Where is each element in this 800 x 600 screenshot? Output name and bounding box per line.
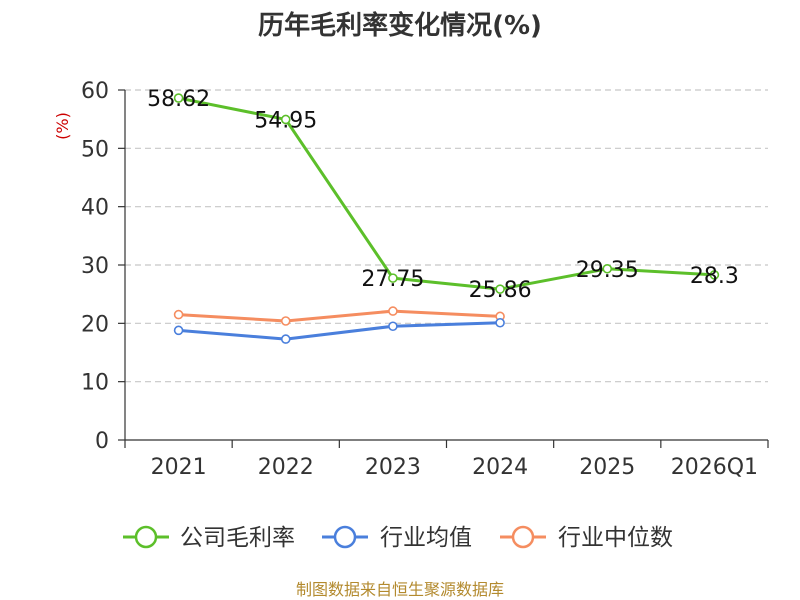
y-tick-labels: 0 10 20 30 40 50 60	[81, 79, 109, 454]
legend-label: 公司毛利率	[180, 525, 295, 551]
y-tick-label: 20	[81, 312, 109, 337]
y-tick-label: 30	[81, 254, 109, 279]
data-point	[173, 309, 184, 320]
data-label: 28.3	[690, 264, 739, 289]
x-tick-label: 2021	[151, 455, 207, 480]
legend-item: 行业均值	[322, 525, 472, 551]
data-point	[495, 317, 505, 328]
data-label: 27.75	[361, 267, 424, 292]
x-tick-label: 2026Q1	[671, 455, 758, 480]
chart-title: 历年毛利率变化情况(%)	[258, 10, 542, 41]
y-tick-label: 60	[81, 79, 109, 104]
legend-item: 行业中位数	[500, 525, 673, 551]
series-layer	[173, 93, 720, 344]
data-label: 54.95	[254, 108, 317, 133]
legend-item: 公司毛利率	[123, 525, 295, 551]
legend-marker-icon	[511, 525, 535, 549]
x-tick-label: 2023	[365, 455, 421, 480]
data-point	[280, 114, 291, 125]
series-line	[177, 96, 716, 291]
legend-label: 行业均值	[380, 525, 472, 551]
y-tick-label: 40	[81, 196, 109, 221]
data-point	[280, 334, 291, 344]
series-1	[173, 93, 720, 294]
x-tick-label: 2024	[472, 455, 528, 480]
grid-lines	[125, 89, 768, 383]
data-label: 29.35	[576, 258, 639, 283]
data-point	[173, 93, 184, 103]
x-tick-labels: 2021 2022 2023 2024 2025 2026Q1	[151, 455, 758, 480]
series-2	[173, 317, 505, 344]
legend-label: 行业中位数	[558, 525, 673, 551]
y-tick-label: 0	[95, 429, 109, 454]
series-line	[177, 321, 502, 341]
y-tick-label: 50	[81, 137, 109, 162]
legend-marker-icon	[134, 525, 158, 549]
x-tick-label: 2022	[258, 455, 314, 480]
source-note: 制图数据来自恒生聚源数据库	[296, 580, 504, 599]
series-line	[177, 309, 502, 323]
data-point	[280, 316, 291, 326]
data-point	[709, 270, 720, 280]
data-point	[602, 263, 613, 274]
x-tick-label: 2025	[579, 455, 635, 480]
data-point	[495, 284, 505, 294]
y-tick-label: 10	[81, 371, 109, 396]
axes	[118, 89, 769, 448]
legend-marker-icon	[333, 525, 357, 549]
y-axis-unit-label: (%)	[53, 112, 72, 140]
data-point	[173, 325, 184, 336]
data-labels: 58.62 54.95 27.75 25.86 29.35 28.3	[147, 87, 739, 303]
legend: 公司毛利率 行业均值 行业中位数	[123, 525, 673, 551]
data-point	[388, 273, 398, 283]
data-point	[388, 321, 398, 332]
series-3	[173, 306, 505, 326]
data-label: 25.86	[469, 278, 532, 303]
data-label: 58.62	[147, 87, 210, 112]
data-point	[388, 306, 398, 316]
